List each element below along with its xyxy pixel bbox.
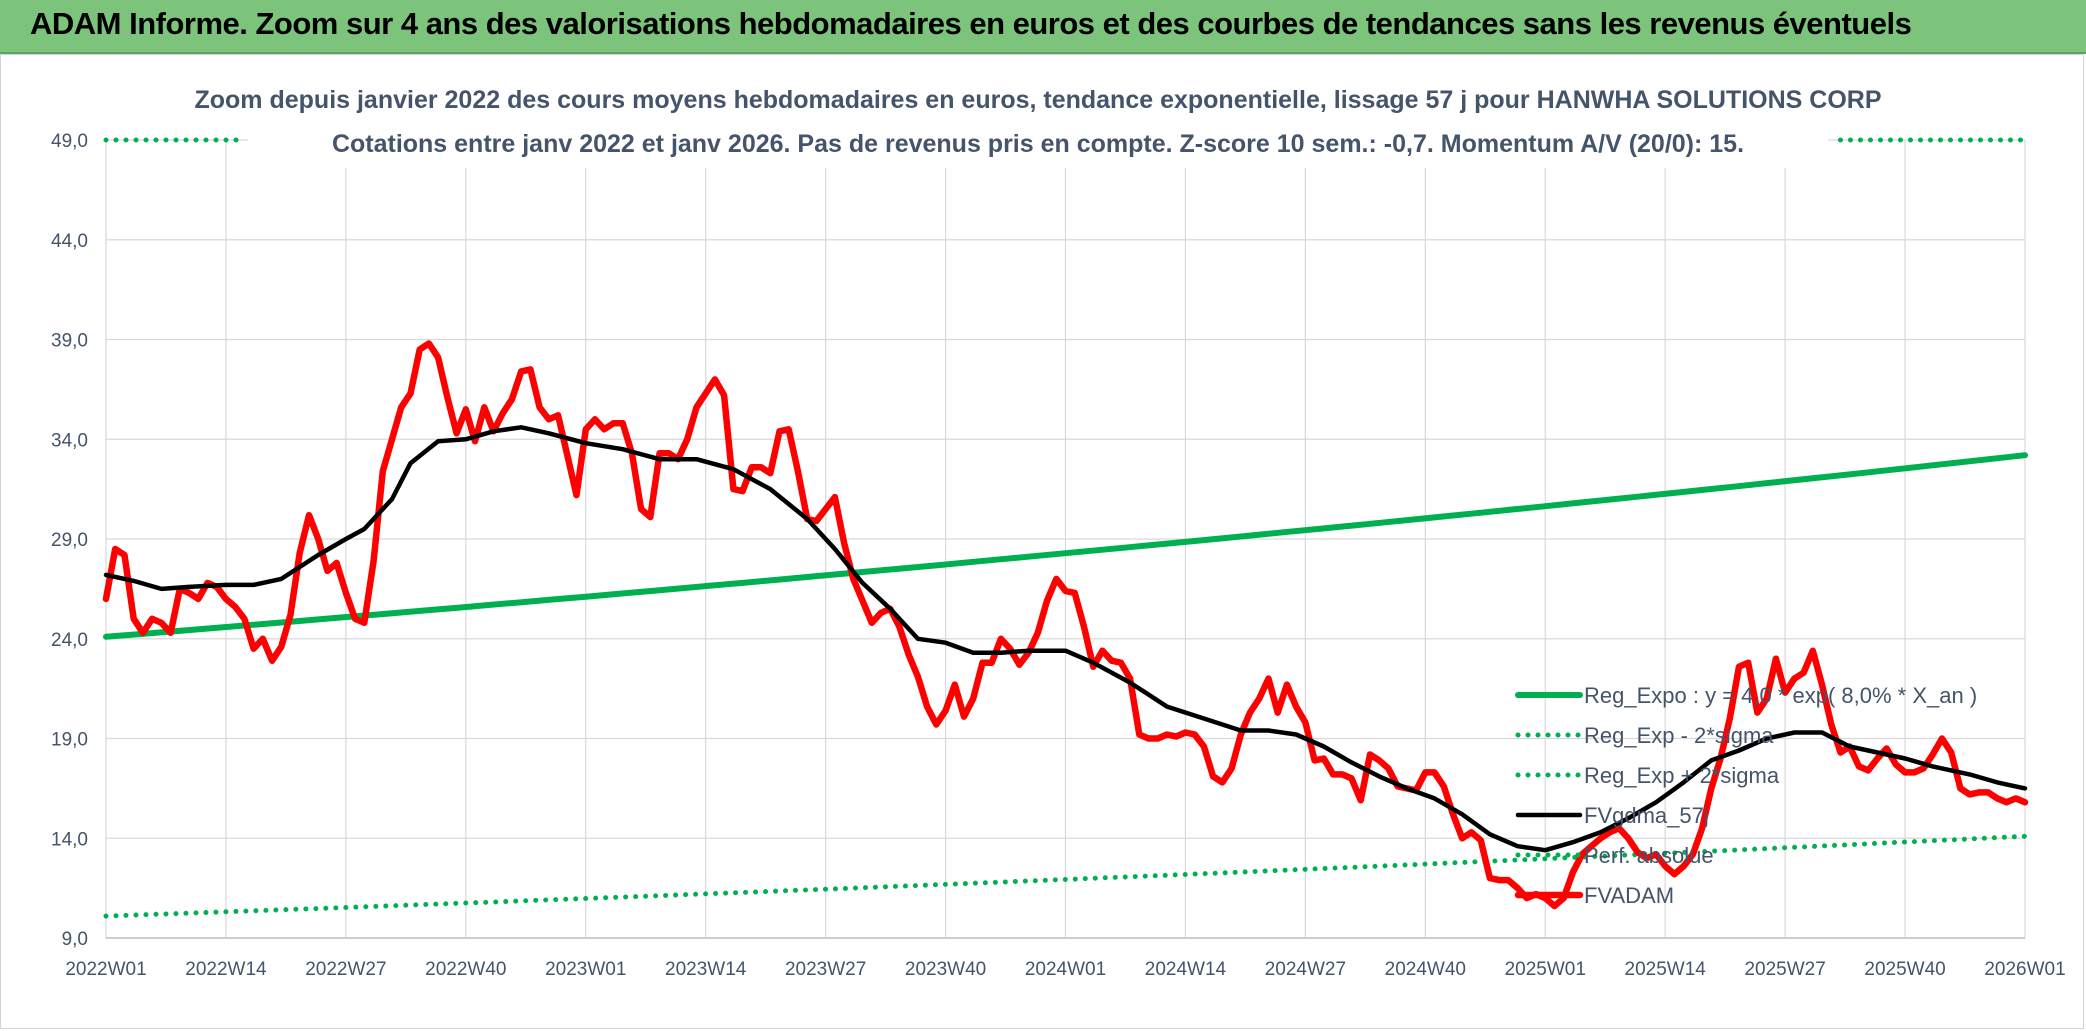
- x-tick-label: 2023W40: [905, 959, 986, 980]
- x-tick-label: 2022W01: [65, 959, 146, 980]
- x-axis: 2022W01 2022W14 2022W27 2022W40 2023W01 2023W…: [65, 959, 2065, 980]
- report-banner: ADAM Informe. Zoom sur 4 ans des valoris…: [0, 0, 2086, 54]
- report-title: ADAM Informe. Zoom sur 4 ans des valoris…: [30, 6, 1912, 41]
- x-tick-label: 2025W01: [1505, 959, 1586, 980]
- y-axis: 9,0 14,0 19,0 24,0 29,0 34,0 39,0 44,0 49,0: [51, 131, 88, 950]
- y-tick-label: 24,0: [51, 630, 88, 651]
- x-tick-label: 2022W14: [185, 959, 267, 980]
- x-tick-label: 2024W40: [1385, 959, 1466, 980]
- x-tick-label: 2024W14: [1145, 959, 1227, 980]
- x-tick-label: 2023W27: [785, 959, 866, 980]
- series-reg-exp-minus-2sigma-line: [103, 833, 2028, 919]
- title-background: [248, 80, 1828, 168]
- chart-subtitle: Cotations entre janv 2022 et janv 2026. …: [332, 130, 1744, 158]
- x-tick-label: 2024W01: [1025, 959, 1106, 980]
- x-tick-label: 2023W01: [545, 959, 626, 980]
- series-reg-expo-line: [103, 452, 2028, 640]
- x-tick-label: 2023W14: [665, 959, 747, 980]
- y-tick-label: 19,0: [51, 730, 88, 751]
- y-tick-label: 29,0: [51, 530, 88, 551]
- legend-label: FVgdma_57j: [1584, 803, 1709, 828]
- y-tick-label: 9,0: [62, 929, 88, 950]
- x-tick-label: 2022W40: [425, 959, 506, 980]
- y-tick-label: 39,0: [51, 331, 88, 352]
- x-tick-label: 2022W27: [305, 959, 386, 980]
- legend-label: Reg_Exp + 2*sigma: [1584, 763, 1780, 788]
- y-tick-label: 14,0: [51, 829, 88, 850]
- x-tick-label: 2025W27: [1744, 959, 1825, 980]
- chart-series: [102, 137, 2029, 919]
- chart-titles: Zoom depuis janvier 2022 des cours moyen…: [194, 80, 1882, 168]
- x-tick-label: 2025W14: [1625, 959, 1707, 980]
- chart-grid: [105, 139, 2026, 939]
- chart-frame: [0, 54, 2084, 1029]
- x-tick-label: 2026W01: [1984, 959, 2065, 980]
- y-tick-label: 34,0: [51, 430, 88, 451]
- y-tick-label: 44,0: [51, 231, 88, 252]
- chart-title: Zoom depuis janvier 2022 des cours moyen…: [194, 86, 1881, 114]
- legend-label: Reg_Expo : y = 4,0 * exp( 8,0% * X_an ): [1584, 683, 1977, 708]
- series-fvadam-line: [102, 340, 2029, 910]
- y-tick-label: 49,0: [51, 131, 88, 152]
- legend-label: FVADAM: [1584, 883, 1674, 908]
- x-tick-label: 2025W40: [1864, 959, 1945, 980]
- legend-label: Reg_Exp - 2*sigma: [1584, 723, 1774, 748]
- x-tick-label: 2024W27: [1265, 959, 1346, 980]
- chart-legend: Reg_Expo : y = 4,0 * exp( 8,0% * X_an ) R…: [1514, 683, 1977, 908]
- legend-label: Perf. absolue: [1584, 843, 1714, 868]
- series-fvgdma-57j-line: [103, 425, 2028, 853]
